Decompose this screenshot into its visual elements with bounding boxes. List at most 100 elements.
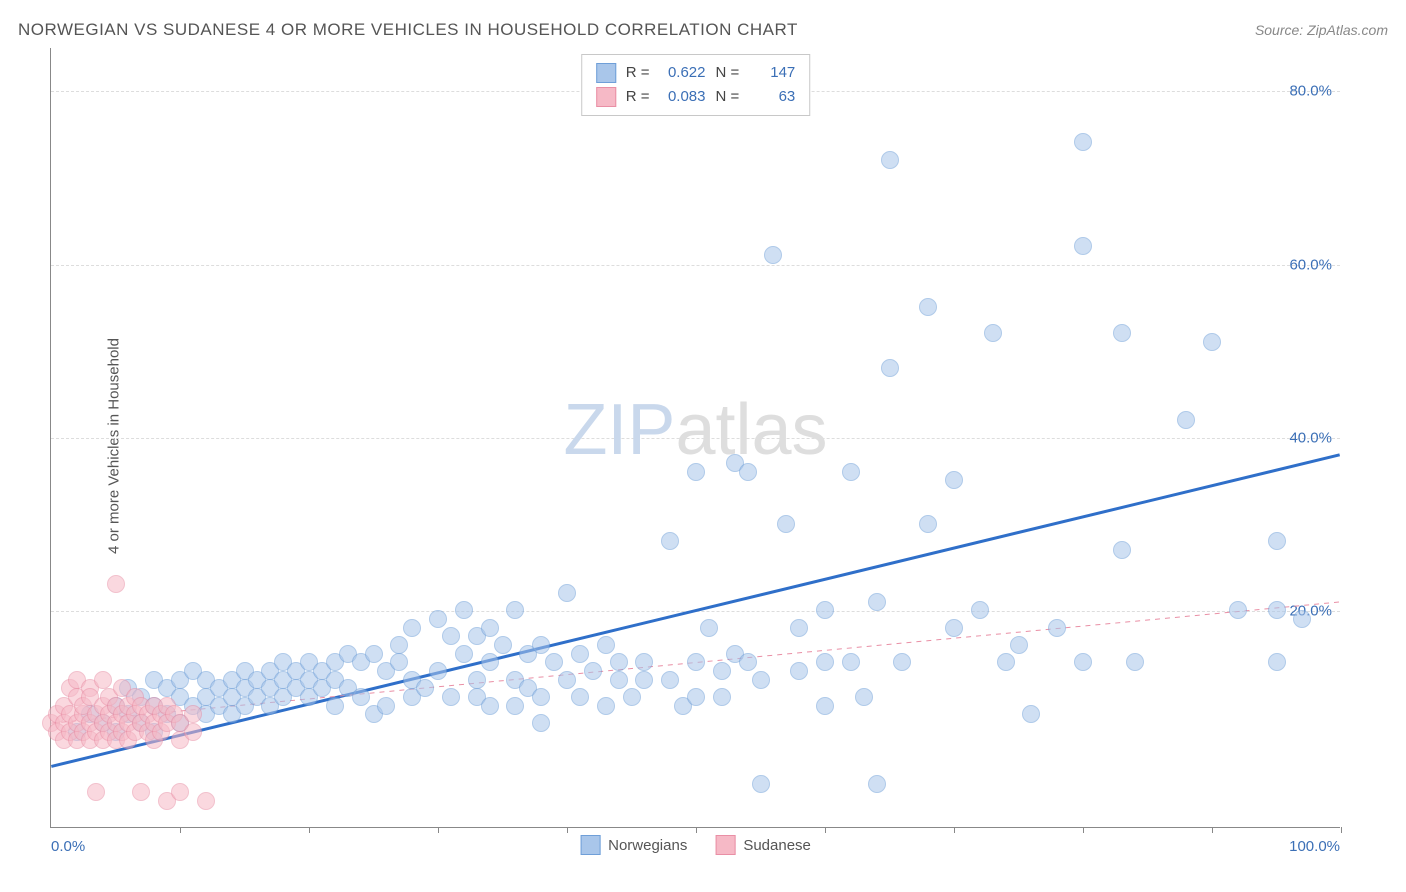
data-point-norwegians — [868, 775, 886, 793]
legend-label-sudanese: Sudanese — [743, 837, 811, 854]
data-point-norwegians — [893, 653, 911, 671]
x-tick — [567, 827, 568, 833]
data-point-norwegians — [429, 610, 447, 628]
legend-n-value-1: 63 — [749, 85, 795, 109]
data-point-norwegians — [1074, 133, 1092, 151]
data-point-norwegians — [1126, 653, 1144, 671]
data-point-sudanese — [171, 783, 189, 801]
data-point-norwegians — [455, 601, 473, 619]
data-point-norwegians — [1022, 705, 1040, 723]
data-point-norwegians — [661, 671, 679, 689]
legend-label-norwegians: Norwegians — [608, 837, 687, 854]
plot-area: ZIPatlas 20.0%40.0%60.0%80.0% R = 0.622 … — [50, 48, 1340, 828]
data-point-norwegians — [635, 653, 653, 671]
data-point-norwegians — [1177, 411, 1195, 429]
legend-r-value-1: 0.083 — [660, 85, 706, 109]
x-tick — [954, 827, 955, 833]
x-tick — [696, 827, 697, 833]
data-point-norwegians — [764, 246, 782, 264]
data-point-norwegians — [1074, 237, 1092, 255]
data-point-norwegians — [777, 515, 795, 533]
data-point-norwegians — [1268, 653, 1286, 671]
data-point-norwegians — [584, 662, 602, 680]
data-point-norwegians — [713, 688, 731, 706]
data-point-norwegians — [377, 697, 395, 715]
data-point-sudanese — [197, 792, 215, 810]
data-point-norwegians — [481, 653, 499, 671]
data-point-norwegians — [532, 688, 550, 706]
data-point-norwegians — [558, 671, 576, 689]
legend-n-label: N = — [716, 61, 740, 85]
x-tick — [1083, 827, 1084, 833]
data-point-sudanese — [94, 671, 112, 689]
data-point-norwegians — [455, 645, 473, 663]
legend-item-norwegians: Norwegians — [580, 835, 687, 855]
data-point-norwegians — [687, 653, 705, 671]
data-point-norwegians — [532, 636, 550, 654]
data-point-norwegians — [855, 688, 873, 706]
source-label: Source: ZipAtlas.com — [1255, 22, 1388, 38]
data-point-norwegians — [494, 636, 512, 654]
legend-series: Norwegians Sudanese — [580, 835, 811, 855]
data-point-norwegians — [945, 471, 963, 489]
data-point-norwegians — [506, 601, 524, 619]
data-point-norwegians — [390, 653, 408, 671]
data-point-norwegians — [1203, 333, 1221, 351]
data-point-norwegians — [790, 662, 808, 680]
data-point-norwegians — [390, 636, 408, 654]
data-point-norwegians — [945, 619, 963, 637]
data-point-norwegians — [881, 359, 899, 377]
data-point-norwegians — [442, 627, 460, 645]
data-point-norwegians — [816, 653, 834, 671]
data-point-norwegians — [713, 662, 731, 680]
data-point-norwegians — [416, 679, 434, 697]
legend-swatch-norwegians — [580, 835, 600, 855]
legend-r-label: R = — [626, 61, 650, 85]
chart-title: NORWEGIAN VS SUDANESE 4 OR MORE VEHICLES… — [18, 20, 798, 40]
x-tick — [309, 827, 310, 833]
data-point-norwegians — [610, 671, 628, 689]
x-axis-max-label: 100.0% — [1289, 838, 1340, 855]
data-point-norwegians — [1048, 619, 1066, 637]
data-point-norwegians — [1074, 653, 1092, 671]
data-point-norwegians — [816, 601, 834, 619]
data-point-norwegians — [558, 584, 576, 602]
data-point-norwegians — [661, 532, 679, 550]
data-point-norwegians — [842, 463, 860, 481]
data-point-norwegians — [1268, 601, 1286, 619]
data-point-norwegians — [1229, 601, 1247, 619]
data-point-norwegians — [571, 688, 589, 706]
data-point-norwegians — [365, 645, 383, 663]
data-point-norwegians — [842, 653, 860, 671]
data-point-norwegians — [481, 619, 499, 637]
data-point-norwegians — [623, 688, 641, 706]
data-point-norwegians — [984, 324, 1002, 342]
data-point-norwegians — [1010, 636, 1028, 654]
data-point-norwegians — [790, 619, 808, 637]
points-layer — [51, 48, 1340, 827]
legend-n-label: N = — [716, 85, 740, 109]
x-tick — [1212, 827, 1213, 833]
data-point-norwegians — [635, 671, 653, 689]
data-point-norwegians — [881, 151, 899, 169]
legend-r-label: R = — [626, 85, 650, 109]
data-point-norwegians — [481, 697, 499, 715]
x-tick — [180, 827, 181, 833]
data-point-norwegians — [326, 697, 344, 715]
x-tick — [825, 827, 826, 833]
data-point-norwegians — [468, 671, 486, 689]
data-point-sudanese — [107, 575, 125, 593]
legend-row-1: R = 0.083 N = 63 — [596, 85, 796, 109]
x-axis-min-label: 0.0% — [51, 838, 85, 855]
data-point-norwegians — [919, 515, 937, 533]
legend-row-0: R = 0.622 N = 147 — [596, 61, 796, 85]
legend-n-value-0: 147 — [749, 61, 795, 85]
x-tick — [438, 827, 439, 833]
data-point-norwegians — [597, 697, 615, 715]
data-point-norwegians — [532, 714, 550, 732]
data-point-norwegians — [1113, 324, 1131, 342]
legend-swatch-sudanese — [596, 87, 616, 107]
data-point-norwegians — [571, 645, 589, 663]
data-point-norwegians — [545, 653, 563, 671]
data-point-norwegians — [739, 653, 757, 671]
